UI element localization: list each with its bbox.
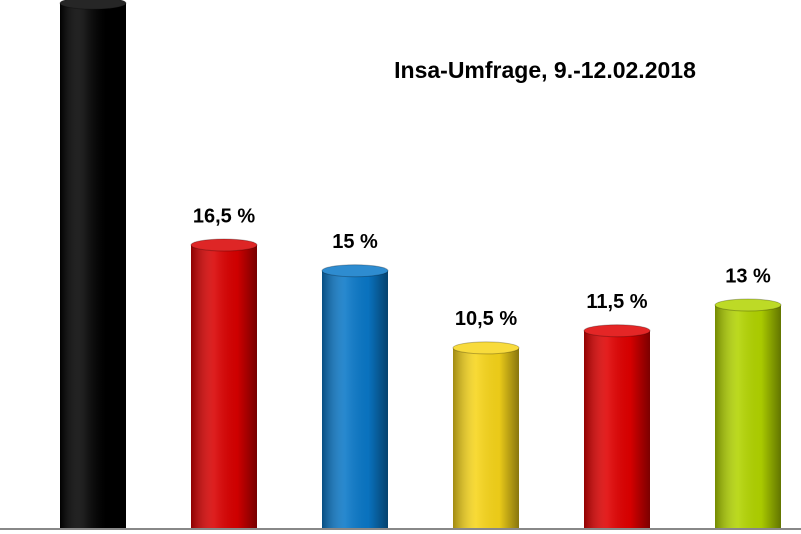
bar-cap-shade <box>190 238 258 252</box>
bar-cap-shade <box>583 324 651 338</box>
bar-cap <box>60 0 126 10</box>
value-label: 10,5 % <box>455 308 517 330</box>
bar-shade <box>191 245 257 528</box>
value-label: 16,5 % <box>193 205 255 227</box>
bar-cap <box>191 239 257 252</box>
bar-cap <box>584 324 650 337</box>
bar-shade <box>322 270 388 528</box>
bar-cap-shade <box>452 341 520 355</box>
bar-shade <box>453 347 519 528</box>
bar-cap <box>322 264 388 277</box>
chart-title: Insa-Umfrage, 9.-12.02.2018 <box>394 57 696 83</box>
bar-cap <box>715 299 781 312</box>
bar-shade <box>60 3 126 528</box>
bar-cap <box>453 341 519 354</box>
value-label: 15 % <box>332 231 378 253</box>
bar-shade <box>584 330 650 528</box>
bar-cap-shade <box>321 264 389 278</box>
bar-cap-shade <box>714 298 782 312</box>
bar-shade <box>715 305 781 528</box>
bar-cap-shade <box>59 0 127 10</box>
value-label: 13 % <box>725 265 771 287</box>
value-label: 11,5 % <box>586 291 647 313</box>
